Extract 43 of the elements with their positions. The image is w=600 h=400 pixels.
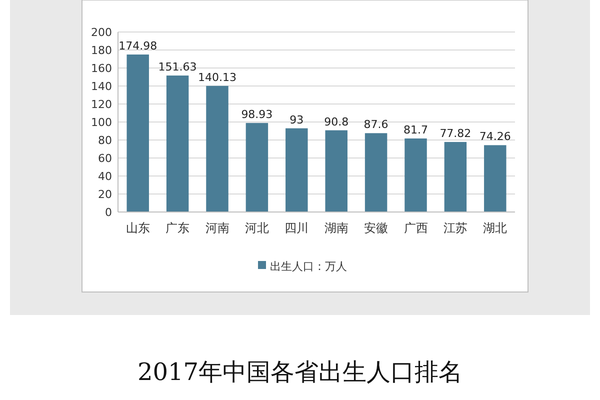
x-tick-label: 四川 xyxy=(284,221,309,235)
bar xyxy=(364,133,388,212)
data-label: 140.13 xyxy=(198,70,236,84)
y-tick-label: 100 xyxy=(91,116,112,129)
x-tick-label: 广东 xyxy=(166,221,190,235)
bar xyxy=(325,130,348,212)
y-tick-label: 80 xyxy=(98,134,112,147)
bar xyxy=(126,54,149,212)
bar xyxy=(404,138,427,212)
y-tick-label: 20 xyxy=(98,188,112,201)
x-tick-label: 河南 xyxy=(205,221,230,235)
data-label: 93 xyxy=(290,113,304,126)
y-tick-label: 160 xyxy=(91,62,112,75)
x-tick-label: 广西 xyxy=(404,221,428,235)
bar xyxy=(484,145,506,212)
bar xyxy=(206,86,228,212)
x-tick-label: 河北 xyxy=(244,221,269,235)
y-tick-label: 60 xyxy=(98,152,112,165)
y-tick-label: 140 xyxy=(91,80,112,93)
x-tick-label: 江苏 xyxy=(443,221,468,235)
data-label: 151.63 xyxy=(158,60,197,74)
data-label: 87.6 xyxy=(364,118,388,132)
data-label: 98.93 xyxy=(241,108,273,121)
bar xyxy=(444,142,467,212)
bar xyxy=(166,76,189,212)
y-tick-label: 200 xyxy=(91,26,112,39)
data-label: 81.7 xyxy=(404,123,428,136)
data-label: 74.26 xyxy=(479,130,511,144)
y-tick-label: 40 xyxy=(98,170,112,183)
text: 2017年中国各省出生人口排名 xyxy=(137,358,463,386)
x-tick-label: 湖北 xyxy=(483,221,508,235)
x-tick-label: 湖南 xyxy=(324,221,348,235)
data-label: 90.8 xyxy=(324,115,349,128)
bar xyxy=(246,122,268,212)
y-tick-label: 180 xyxy=(91,44,112,57)
x-tick-label: 山东 xyxy=(126,221,150,235)
y-tick-label: 0 xyxy=(105,206,112,219)
x-tick-label: 安徽 xyxy=(364,221,388,235)
legend-label: 出生人口：万人 xyxy=(270,260,347,273)
y-tick-label: 120 xyxy=(91,98,112,111)
data-label: 174.98 xyxy=(118,40,158,53)
data-label: 77.82 xyxy=(440,126,472,140)
bar xyxy=(286,128,308,212)
